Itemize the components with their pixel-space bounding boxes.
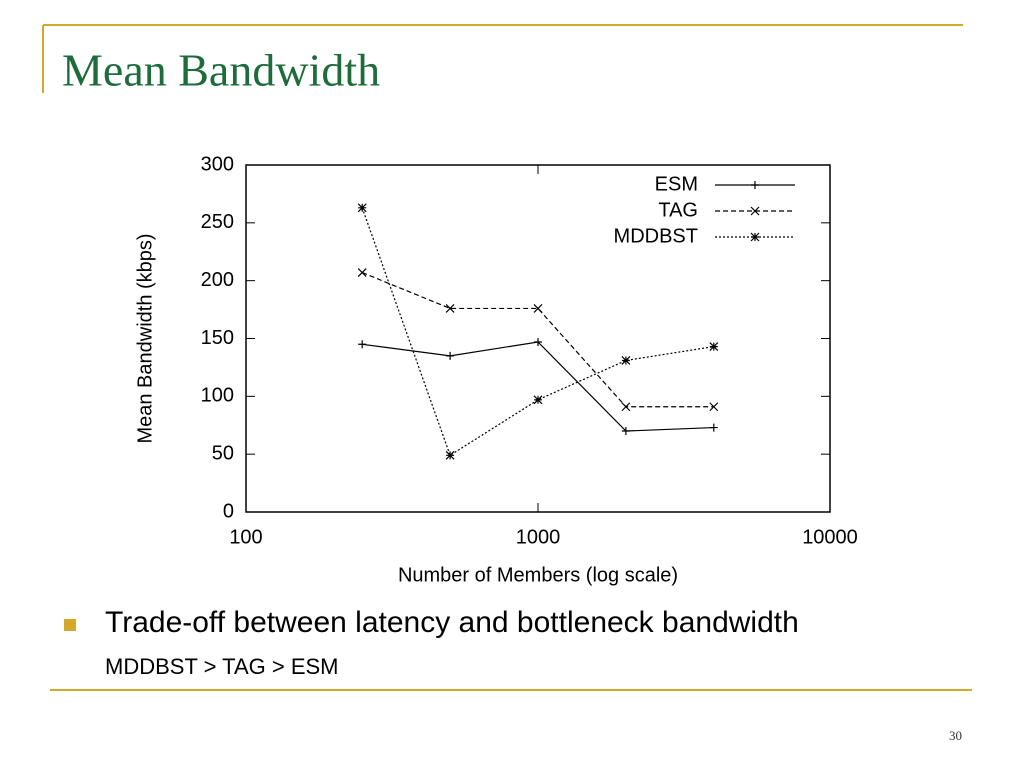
page-number: 30 bbox=[949, 728, 962, 743]
legend-marker bbox=[751, 181, 759, 189]
data-point bbox=[446, 351, 455, 360]
data-point bbox=[357, 268, 367, 277]
bullet-text: Trade-off between latency and bottleneck… bbox=[105, 606, 799, 639]
x-tick-label: 1000 bbox=[516, 526, 561, 548]
y-tick-label: 0 bbox=[223, 500, 234, 522]
y-tick-label: 100 bbox=[201, 385, 234, 407]
data-point bbox=[357, 203, 367, 213]
data-point bbox=[533, 304, 543, 313]
y-tick-label: 250 bbox=[201, 211, 234, 233]
y-tick-label: 300 bbox=[201, 153, 234, 175]
legend-label: MDDBST bbox=[614, 225, 698, 247]
series-line bbox=[361, 272, 714, 408]
data-point bbox=[445, 304, 455, 313]
y-tick-label: 200 bbox=[201, 269, 234, 291]
x-axis-label: Number of Members (log scale) bbox=[398, 564, 678, 586]
data-point bbox=[709, 402, 719, 412]
y-tick-label: 50 bbox=[212, 442, 234, 464]
data-point bbox=[533, 395, 543, 405]
data-point bbox=[709, 423, 718, 432]
sub-bullet-text: MDDBST > TAG > ESM bbox=[105, 654, 339, 679]
data-point bbox=[534, 337, 542, 346]
y-tick-label: 150 bbox=[201, 327, 234, 349]
slide-title: Mean Bandwidth bbox=[62, 45, 380, 96]
data-point bbox=[709, 342, 719, 352]
legend-marker bbox=[750, 206, 760, 216]
legend-label: TAG bbox=[658, 199, 698, 221]
y-axis-label: Mean Bandwidth (kbps) bbox=[134, 233, 156, 443]
data-point bbox=[445, 450, 455, 460]
x-tick-label: 10000 bbox=[802, 526, 858, 548]
chart: 0 50 100 150 200 250 300 100 1000 10000 Number of … bbox=[134, 153, 858, 586]
x-tick-label: 100 bbox=[229, 526, 262, 548]
legend-label: ESM bbox=[655, 173, 698, 195]
data-point bbox=[358, 340, 367, 349]
data-point bbox=[621, 427, 630, 436]
series-line bbox=[361, 207, 714, 457]
data-point bbox=[621, 356, 631, 365]
bullet-marker bbox=[64, 619, 76, 631]
data-point bbox=[621, 402, 631, 412]
legend-marker bbox=[750, 232, 760, 242]
